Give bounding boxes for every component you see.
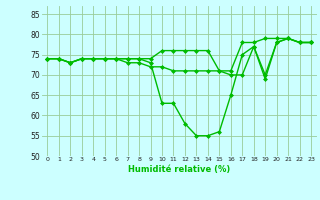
X-axis label: Humidité relative (%): Humidité relative (%): [128, 165, 230, 174]
